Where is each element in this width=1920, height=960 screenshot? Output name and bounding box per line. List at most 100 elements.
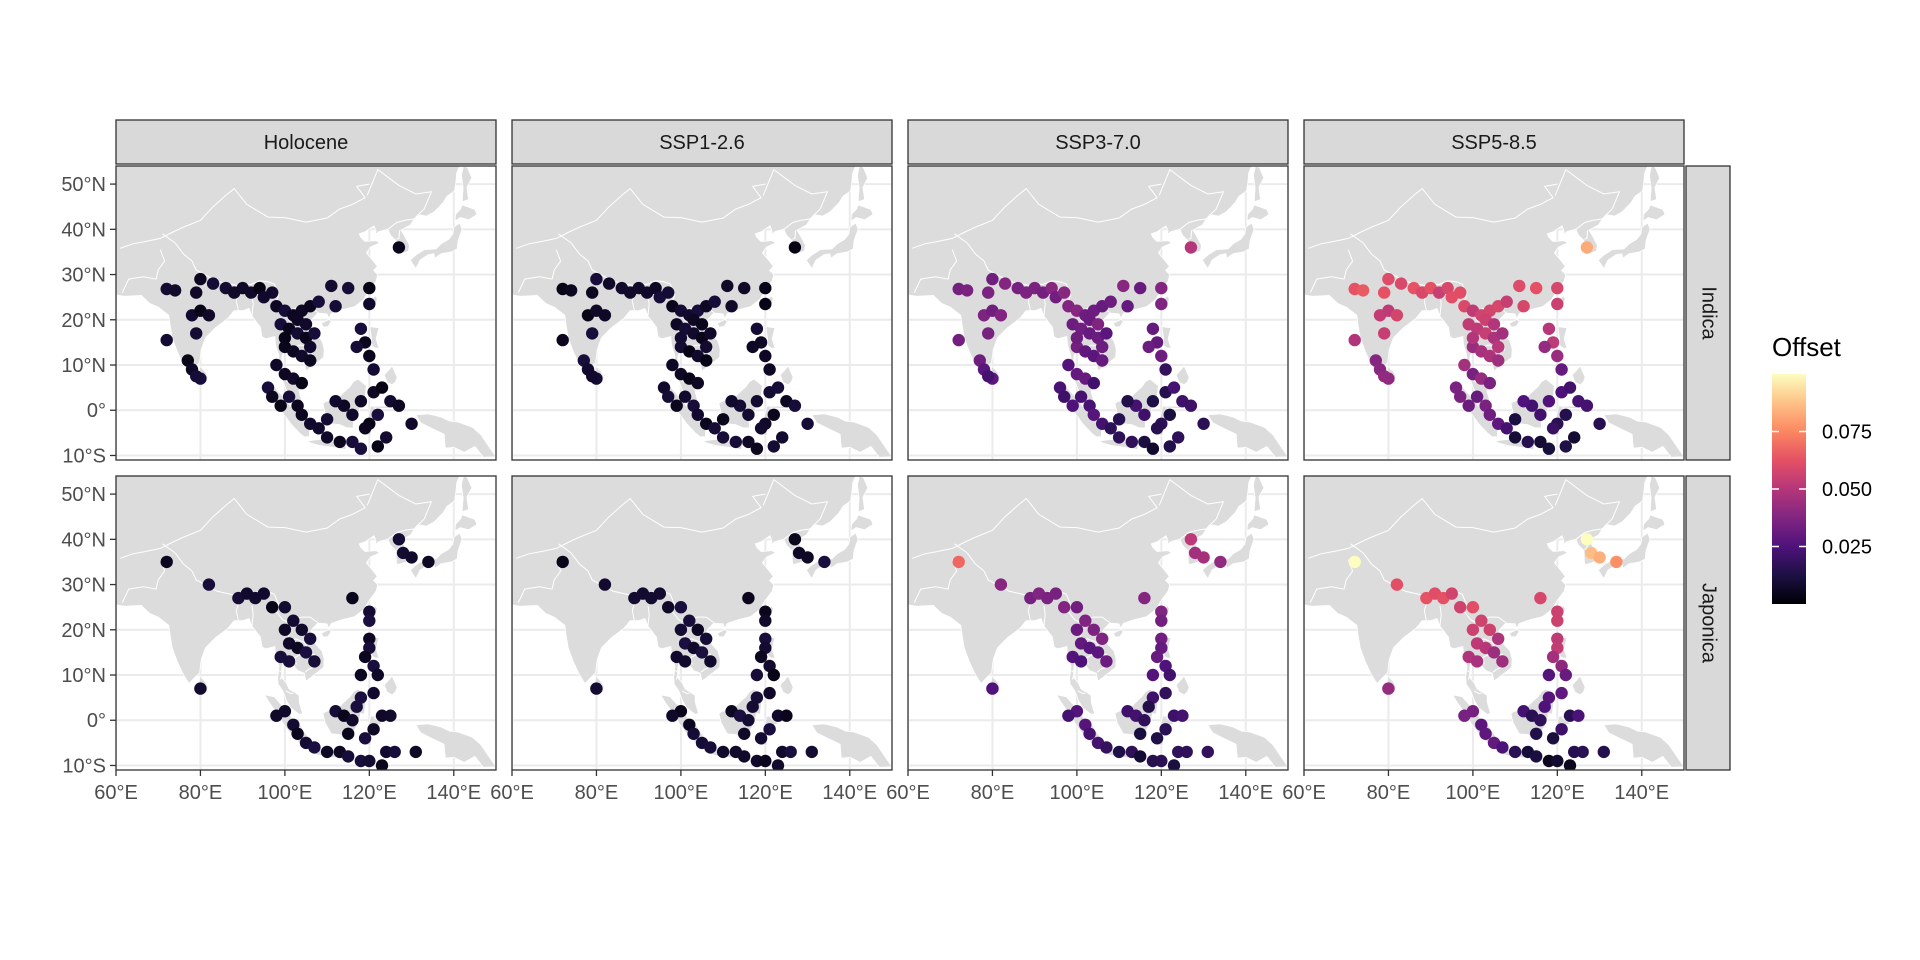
site-point (325, 279, 338, 293)
site-point (1138, 408, 1151, 421)
site-point (1096, 354, 1109, 367)
site-point (725, 300, 738, 313)
site-point (160, 333, 173, 347)
x-tick-label: 140°E (426, 782, 481, 804)
site-point (763, 723, 776, 736)
land-polygon (805, 222, 859, 270)
site-point (299, 646, 313, 659)
strip-top (511, 119, 893, 165)
site-point (1445, 587, 1459, 600)
land-polygon (1246, 514, 1270, 533)
site-point (1100, 741, 1113, 754)
site-point (1458, 709, 1471, 722)
site-point (1348, 555, 1361, 569)
site-point (1534, 714, 1547, 727)
site-point (556, 333, 569, 347)
site-point (1138, 714, 1151, 727)
country-border (1179, 218, 1207, 230)
country-border (1575, 218, 1603, 230)
site-point (1551, 605, 1564, 618)
site-point (780, 709, 793, 722)
site-point (1470, 655, 1484, 668)
land-polygon (779, 365, 794, 386)
country-border (366, 168, 433, 220)
site-point (1563, 759, 1577, 770)
country-border (516, 183, 766, 249)
y-tick-label: 20°N (61, 310, 106, 332)
site-point (405, 417, 418, 430)
site-point (952, 555, 965, 569)
site-point (371, 408, 384, 421)
site-point (986, 682, 999, 695)
x-tick-label: 60°E (1282, 782, 1326, 804)
site-point (354, 395, 368, 408)
site-point (704, 327, 717, 340)
site-point (1559, 440, 1573, 453)
site-point (602, 277, 616, 290)
site-point (746, 700, 759, 713)
land-polygon (1571, 365, 1586, 386)
site-point (1508, 431, 1522, 444)
land-polygon (1304, 476, 1649, 715)
strip-label-scenario: SSP3-7.0 (1055, 132, 1141, 154)
country-border (1473, 690, 1482, 695)
site-point (586, 286, 599, 299)
country-border (762, 168, 829, 220)
land-polygon (1112, 318, 1124, 328)
site-point (767, 440, 780, 453)
site-point (1155, 632, 1168, 645)
site-point (295, 408, 308, 421)
map-panel-japonica-ssp3-7-0 (907, 475, 1289, 771)
country-border (681, 690, 690, 695)
site-point (556, 555, 569, 569)
country-border (1309, 559, 1354, 603)
land-polygon (1642, 514, 1666, 533)
site-point (759, 297, 772, 311)
site-point (759, 281, 772, 295)
site-point (586, 370, 599, 383)
site-point (190, 370, 203, 383)
site-point (190, 327, 203, 340)
site-point (742, 408, 755, 421)
country-border (1308, 493, 1558, 559)
site-point (738, 727, 751, 740)
site-point (788, 241, 802, 254)
site-point (771, 759, 785, 770)
site-point (1150, 650, 1164, 664)
site-point (363, 614, 376, 627)
site-point (1534, 435, 1547, 449)
country-border (912, 493, 1162, 559)
country-border (1439, 605, 1442, 626)
site-point (598, 309, 612, 322)
site-point (363, 281, 376, 295)
site-point (716, 745, 730, 759)
site-point (801, 551, 814, 564)
site-point (358, 650, 372, 664)
site-point (1513, 279, 1526, 293)
site-point (392, 399, 406, 412)
site-point (380, 745, 393, 759)
site-point (363, 632, 376, 645)
land-polygon (1175, 365, 1190, 386)
site-point (759, 754, 772, 768)
site-point (291, 727, 304, 740)
country-border (1350, 543, 1364, 554)
site-point (371, 668, 384, 682)
site-point (1483, 623, 1497, 636)
site-point (738, 750, 751, 763)
land-polygon (415, 723, 496, 768)
site-point (1462, 399, 1475, 412)
country-border (912, 183, 1162, 249)
site-point (282, 390, 296, 403)
land-polygon (383, 365, 398, 386)
site-point (1146, 395, 1160, 408)
site-point (194, 682, 207, 695)
map-panel-japonica-holocene (115, 475, 497, 771)
country-border (1308, 183, 1558, 249)
site-point (1568, 745, 1581, 759)
site-point (670, 399, 683, 412)
site-point (278, 601, 292, 614)
x-tick-label: 120°E (1134, 782, 1189, 804)
site-point (1155, 297, 1168, 311)
site-point (422, 555, 435, 569)
